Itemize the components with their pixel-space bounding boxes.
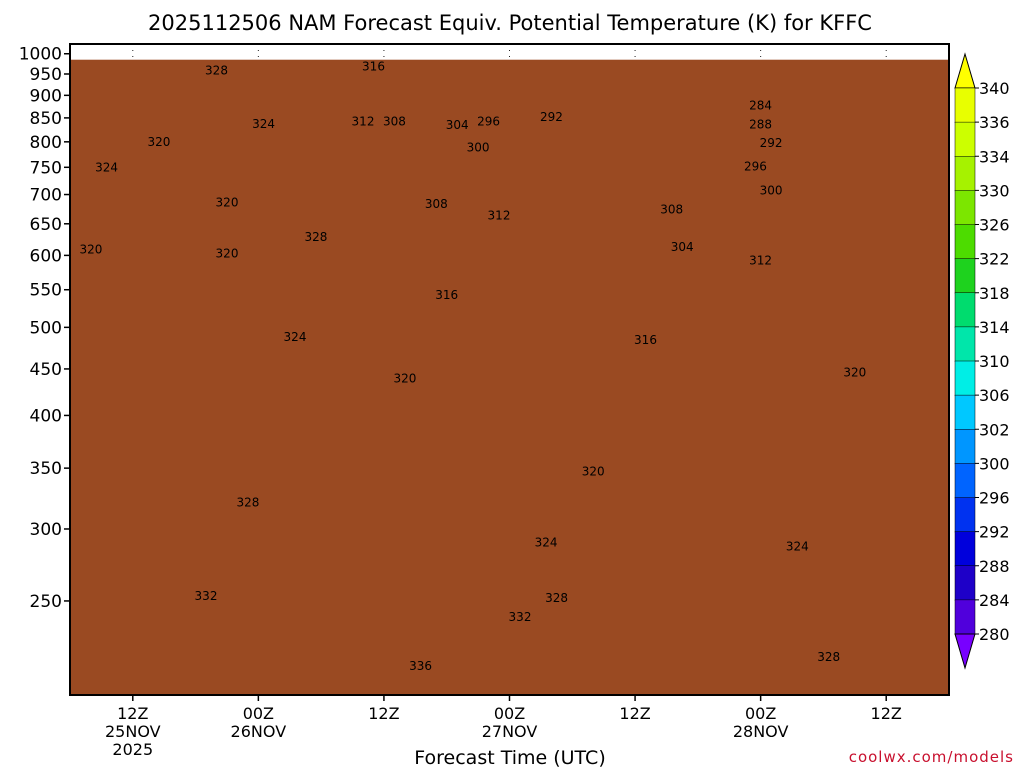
chart-title: 2025112506 NAM Forecast Equiv. Potential… — [148, 11, 872, 35]
